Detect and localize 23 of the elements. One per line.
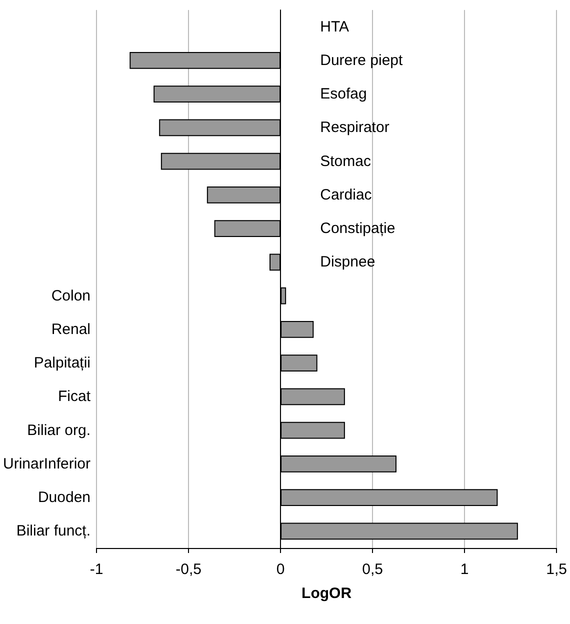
x-tick-label: 1,5 [546, 561, 568, 578]
y-tick-label: Duoden [38, 489, 91, 506]
y-tick-label: HTA [320, 18, 350, 36]
x-tick-label: 1 [460, 561, 469, 578]
x-tick-label: -1 [90, 561, 104, 578]
y-tick-label: Renal [51, 320, 91, 338]
x-tick-label: -0,5 [176, 561, 202, 578]
y-tick-label: Colon [51, 287, 91, 304]
x-tick-label: 0 [276, 561, 285, 578]
y-tick-label: Durere piept [320, 52, 404, 69]
y-tick-label: Respirator [320, 119, 390, 136]
y-tick-label: Constipație [320, 220, 396, 238]
y-tick-label: Esofag [320, 86, 367, 103]
y-tick-label: Stomac [320, 152, 372, 170]
x-axis-title: LogOR [302, 585, 352, 602]
y-tick-label: Biliar org. [27, 422, 91, 439]
y-tick-label: Ficat [58, 388, 92, 406]
y-tick-label: Dispnee [320, 254, 376, 271]
y-tick-label: UrinarInferior [2, 455, 91, 472]
y-tick-label: Biliar funcț. [16, 522, 91, 540]
x-tick-label: 0,5 [362, 561, 383, 578]
y-tick-label: Palpitații [34, 354, 91, 372]
y-tick-label: Cardiac [320, 186, 372, 204]
